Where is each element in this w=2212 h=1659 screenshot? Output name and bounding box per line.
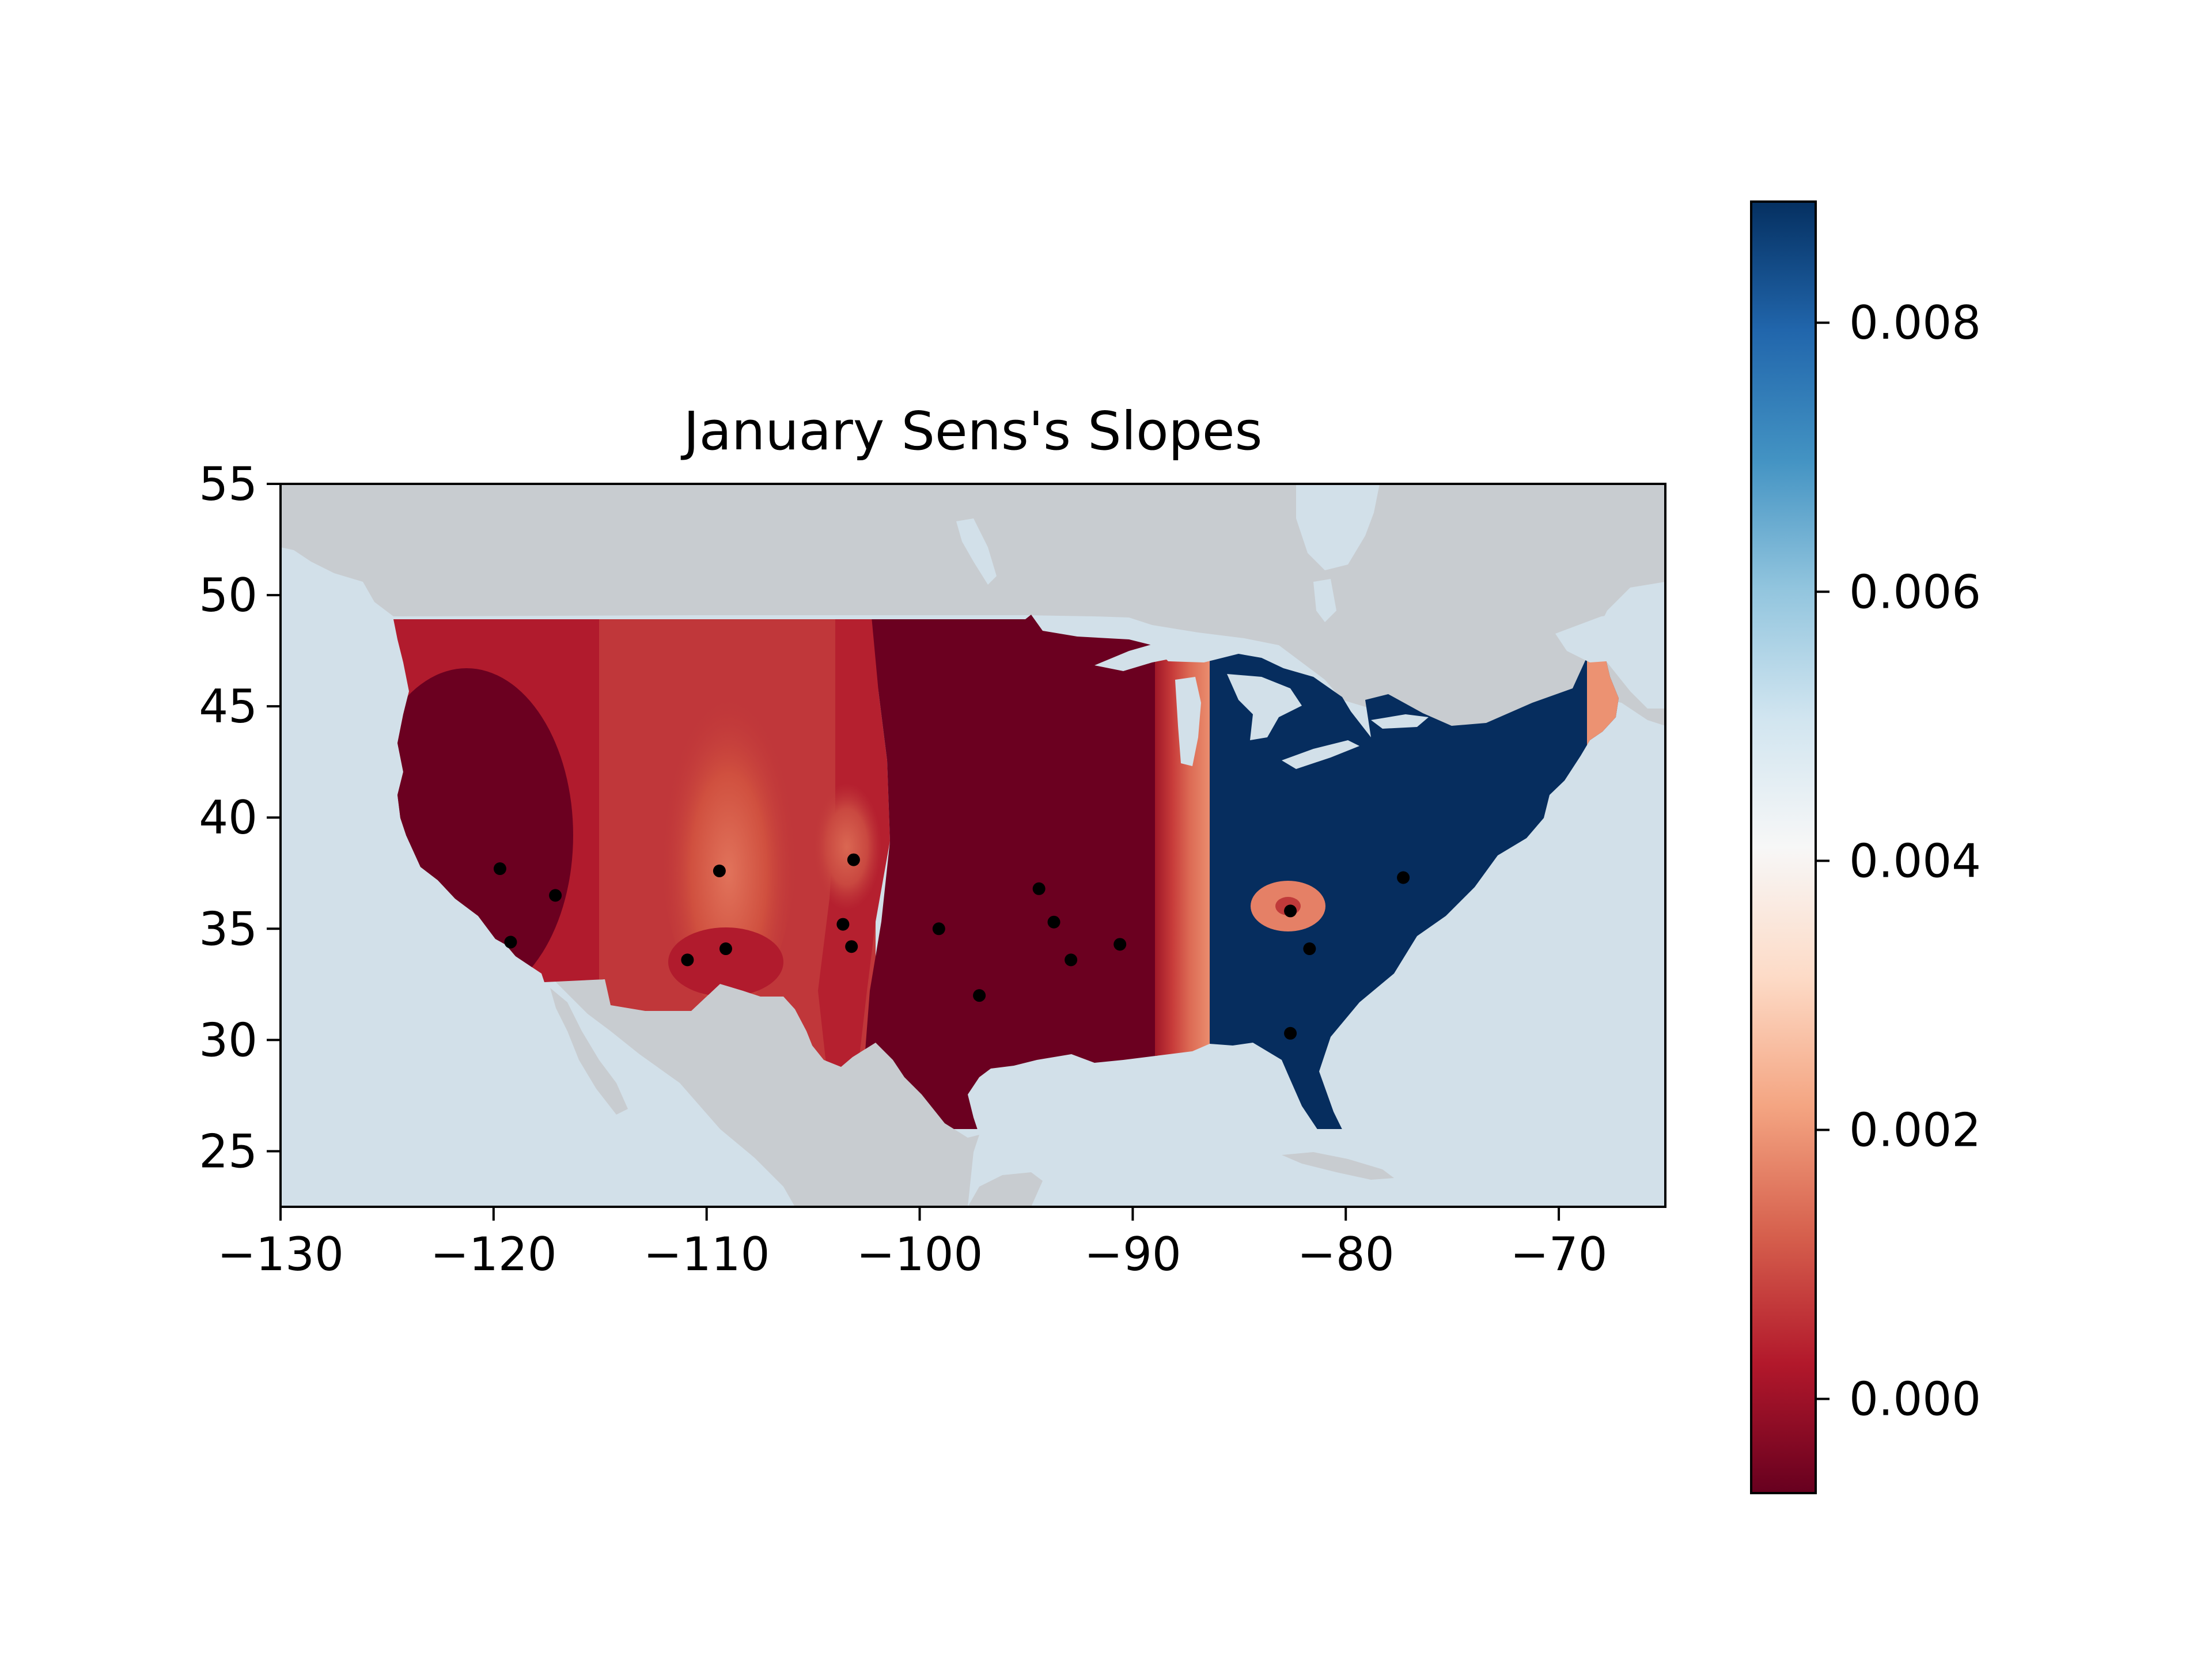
station-point — [1065, 953, 1078, 967]
station-point — [1032, 882, 1046, 895]
x-tick-label: −130 — [217, 1228, 344, 1281]
y-tick-label: 30 — [199, 1013, 257, 1067]
colorbar-tick-label: 0.004 — [1849, 834, 1981, 888]
x-tick-label: −120 — [430, 1228, 557, 1281]
station-point — [1113, 938, 1127, 951]
station-point — [493, 862, 506, 876]
station-point — [713, 864, 726, 877]
y-tick-label: 55 — [199, 457, 257, 511]
station-point — [845, 940, 858, 953]
station-point — [719, 942, 732, 956]
colorbar-tick-label: 0.006 — [1849, 565, 1981, 619]
chart-title: January Sens's Slopes — [681, 400, 1263, 462]
hudson-bay-water — [1296, 484, 1380, 570]
region-great-plains — [864, 615, 1158, 1129]
colorbar-tick-label: 0.008 — [1849, 296, 1981, 350]
colorbar-ticks: 0.000 0.002 0.004 0.006 0.008 — [1816, 296, 1981, 1426]
x-tick-label: −90 — [1084, 1228, 1181, 1281]
station-points — [493, 853, 1410, 1040]
station-point — [1303, 942, 1316, 956]
x-axis-ticks: −130 −120 −110 −100 −90 −80 −70 — [217, 1207, 1607, 1281]
colorbar-frame — [1750, 200, 1817, 1494]
region-arizona-low — [668, 927, 783, 997]
mexico-land — [541, 974, 979, 1207]
station-point — [973, 989, 986, 1002]
lake-michigan — [1175, 677, 1201, 766]
y-tick-label: 45 — [199, 680, 257, 733]
map-axes — [281, 484, 1665, 1207]
station-point — [504, 935, 517, 949]
y-tick-label: 35 — [199, 902, 257, 956]
colorbar-gradient — [1751, 202, 1816, 1493]
region-utah-peak — [660, 651, 798, 1008]
cuba-land — [1282, 1152, 1394, 1180]
station-point — [847, 853, 860, 866]
x-tick-label: −110 — [643, 1228, 770, 1281]
x-tick-label: −80 — [1297, 1228, 1395, 1281]
axes-frame — [279, 483, 1666, 1208]
james-bay-water — [1313, 579, 1336, 622]
station-point — [1397, 871, 1410, 884]
saint-lawrence-gulf — [1555, 611, 1665, 662]
station-point — [932, 922, 945, 935]
y-axis-ticks: 25 30 35 40 45 50 55 — [199, 457, 281, 1178]
yucatan-land — [968, 1172, 1043, 1207]
station-point — [549, 889, 562, 902]
y-tick-label: 40 — [199, 791, 257, 844]
y-tick-label: 25 — [199, 1124, 257, 1178]
station-point — [1047, 915, 1060, 929]
y-tick-label: 50 — [199, 569, 257, 622]
x-tick-label: −70 — [1510, 1228, 1608, 1281]
lake-erie — [1282, 740, 1359, 769]
station-point — [1284, 1027, 1297, 1040]
lake-winnipeg — [956, 518, 997, 585]
colorbar-tick-label: 0.002 — [1849, 1103, 1981, 1157]
x-tick-label: −100 — [857, 1228, 983, 1281]
baja-california — [550, 988, 628, 1115]
station-point — [1284, 904, 1297, 918]
station-point — [836, 918, 850, 931]
station-point — [681, 953, 694, 967]
region-colorado-peak — [812, 783, 881, 910]
lake-superior — [1094, 634, 1221, 671]
colorbar-tick-label: 0.000 — [1849, 1373, 1981, 1426]
lake-huron — [1227, 674, 1302, 740]
lake-ontario — [1371, 714, 1429, 729]
